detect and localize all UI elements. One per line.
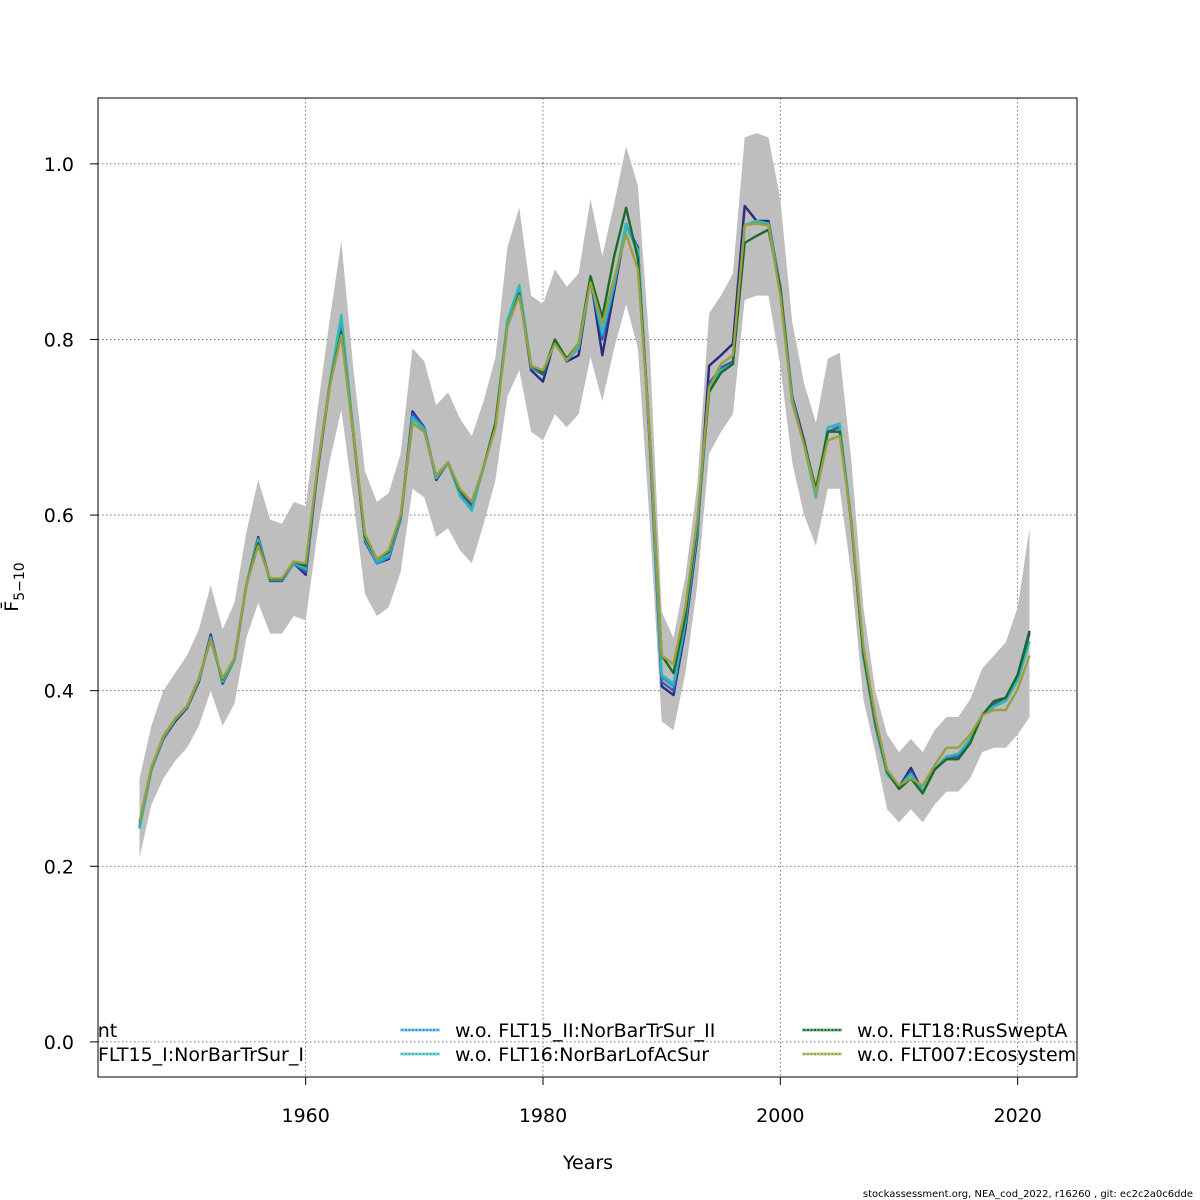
x-axis-title: Years [562, 1152, 613, 1174]
y-axis-title-main: F̄ [0, 601, 23, 612]
legend-label: w.o. FLT15_II:NorBarTrSur_II [455, 1020, 715, 1042]
x-axis: 1960 1980 2000 2020 [281, 1077, 1042, 1127]
y-axis-title: F̄5−10 [0, 562, 28, 611]
y-tick-label: 0.0 [44, 1032, 74, 1054]
series-line-5 [138, 222, 1031, 823]
legend-label: FLT15_I:NorBarTrSur_I [98, 1044, 304, 1066]
x-tick-label: 1960 [281, 1105, 329, 1127]
legend-label: w.o. FLT18:RusSweptA [857, 1020, 1067, 1042]
series-lines-group [138, 204, 1031, 829]
y-axis: 0.0 0.2 0.4 0.6 0.8 1.0 [44, 154, 98, 1054]
y-tick-label: 0.2 [44, 856, 74, 878]
legend-label: w.o. FLT007:Ecosystem [857, 1044, 1076, 1066]
footer-credit: stockassessment.org, NEA_cod_2022, r1626… [863, 1189, 1193, 1200]
y-tick-label: 1.0 [44, 154, 74, 176]
x-tick-label: 1980 [519, 1105, 567, 1127]
legend-label: w.o. FLT16:NorBarLofAcSur [455, 1044, 709, 1066]
legend-label: ent [86, 1020, 117, 1042]
x-tick-label: 2020 [993, 1105, 1041, 1127]
y-tick-label: 0.6 [44, 505, 74, 527]
confidence-band [139, 133, 1030, 858]
plot-frame [97, 97, 1078, 1078]
y-tick-label: 0.4 [44, 681, 74, 703]
svg-text:F̄5−10: F̄5−10 [0, 562, 28, 611]
confidence-band-group [139, 133, 1030, 858]
y-axis-title-subscript: 5−10 [12, 562, 28, 600]
x-tick-label: 2000 [756, 1105, 804, 1127]
y-tick-label: 0.8 [44, 329, 74, 351]
